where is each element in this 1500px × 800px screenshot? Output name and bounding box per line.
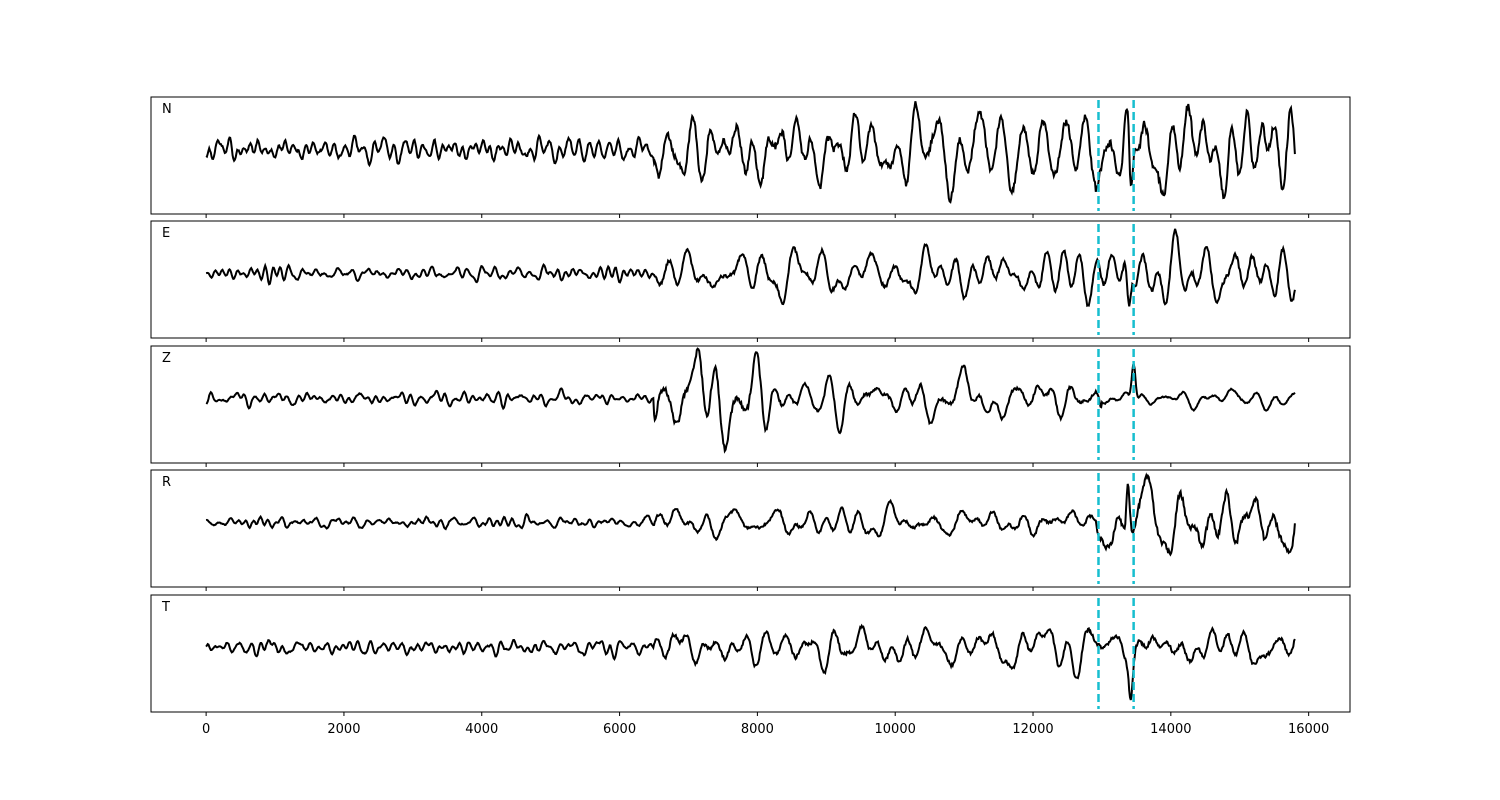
panel-n: N <box>150 96 1351 218</box>
x-tick-label: 0 <box>202 722 210 737</box>
x-tick-label: 2000 <box>327 722 360 737</box>
x-axis: 0 2000 4000 6000 8000 10000 12000 14000 16000 <box>202 722 1329 737</box>
x-tick-label: 4000 <box>465 722 498 737</box>
trace-line-e <box>205 228 1296 308</box>
panel-frame <box>150 96 1351 215</box>
panel-label: N <box>162 102 172 117</box>
panel-r: R <box>150 469 1351 591</box>
trace-line-n <box>205 101 1296 204</box>
panel-e: E <box>150 220 1351 342</box>
x-tick-label: 6000 <box>603 722 636 737</box>
panel-t: T <box>150 594 1351 716</box>
panel-frame <box>150 345 1351 464</box>
panel-frame <box>150 220 1351 339</box>
panel-frame <box>150 594 1351 713</box>
panel-label: Z <box>162 351 171 366</box>
panel-z: Z <box>150 345 1351 467</box>
panels-group: N E Z R T <box>150 96 1351 716</box>
trace-line-z <box>205 347 1296 454</box>
panel-label: R <box>162 475 171 490</box>
trace-line-r <box>205 472 1296 557</box>
x-tick-label: 14000 <box>1150 722 1191 737</box>
x-tick-label: 10000 <box>875 722 916 737</box>
x-tick-label: 12000 <box>1012 722 1053 737</box>
trace-line-t <box>205 623 1296 701</box>
panel-label: T <box>161 600 170 615</box>
x-tick-label: 8000 <box>741 722 774 737</box>
panel-label: E <box>162 226 170 241</box>
panel-frame <box>150 469 1351 588</box>
x-tick-label: 16000 <box>1288 722 1329 737</box>
